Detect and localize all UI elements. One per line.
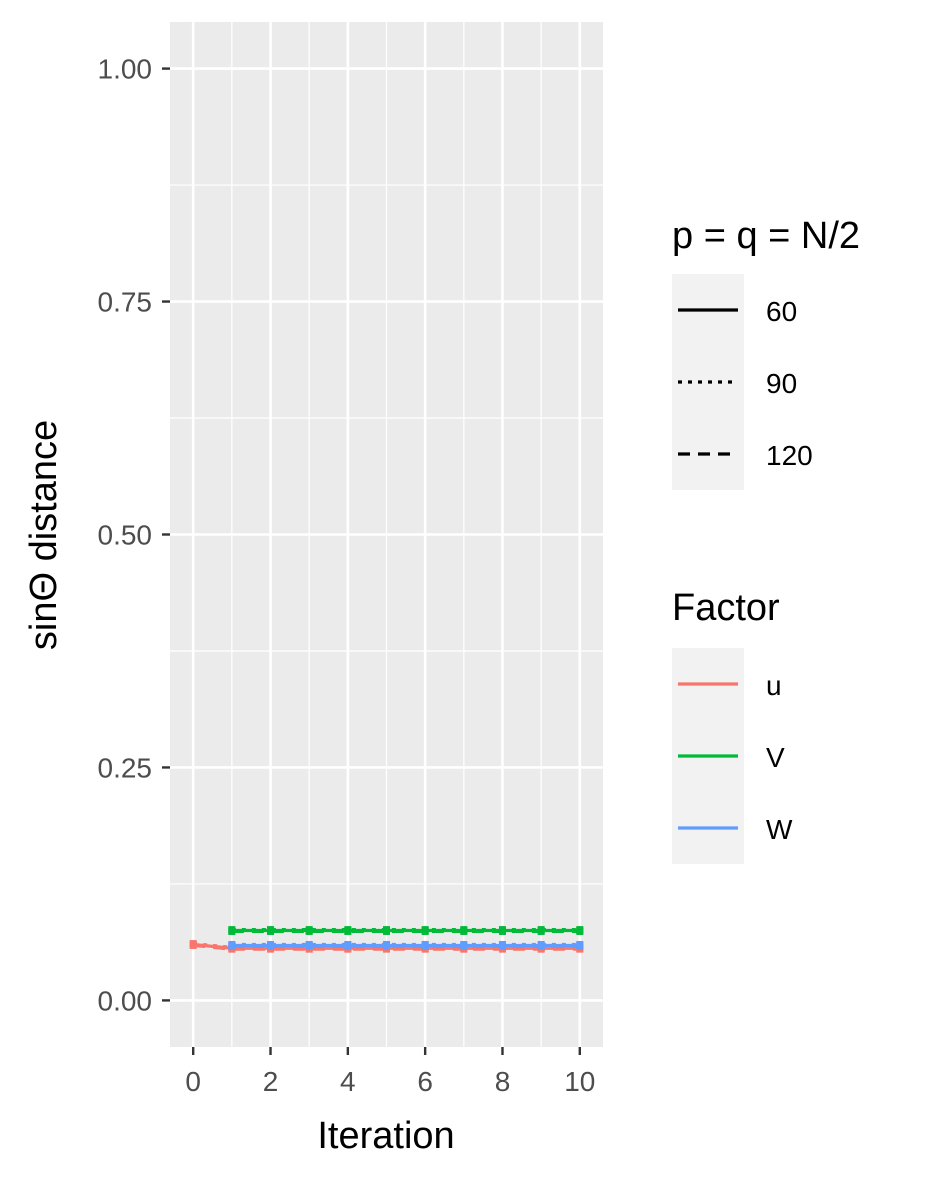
data-point-W <box>228 942 236 950</box>
series-line-u-120 <box>193 943 580 951</box>
data-point-V <box>383 927 390 935</box>
data-point-V <box>498 927 506 935</box>
legend-label-linetype: 120 <box>766 440 813 471</box>
y-tick-label: 0.75 <box>98 287 153 318</box>
data-point-W <box>498 942 506 950</box>
x-axis-title: Iteration <box>317 1115 454 1157</box>
data-point-W <box>267 942 275 950</box>
data-point-W <box>576 942 584 950</box>
x-tick-label: 0 <box>185 1066 201 1097</box>
data-point-u <box>189 941 197 949</box>
data-point-V <box>576 927 584 935</box>
legend-factor: Factor u V W <box>672 587 793 864</box>
x-tick-label: 10 <box>564 1066 595 1097</box>
axes: 0 2 4 6 8 10 0.00 0.25 0.50 0.75 1.00 <box>98 54 596 1097</box>
data-point-V <box>537 927 545 935</box>
data-point-V <box>421 927 429 935</box>
series-layer <box>189 926 584 953</box>
y-tick-label: 0.00 <box>98 985 153 1016</box>
y-axis-title: sinΘ distance <box>23 420 65 650</box>
data-point-W <box>383 942 390 950</box>
y-tick-label: 0.25 <box>98 752 153 783</box>
legend-label-linetype: 60 <box>766 296 797 327</box>
legend-label-factor: V <box>766 742 785 773</box>
x-tick-label: 2 <box>263 1066 279 1097</box>
x-tick-label: 4 <box>340 1066 356 1097</box>
y-tick-label: 0.50 <box>98 520 153 551</box>
data-point-W <box>344 942 352 950</box>
data-point-W <box>421 942 429 950</box>
data-point-W <box>305 942 313 950</box>
grid <box>170 22 603 1047</box>
data-point-V <box>228 927 236 935</box>
y-tick-label: 1.00 <box>98 54 153 85</box>
legend-linetype: p = q = N/2 60 90 120 <box>672 215 860 490</box>
data-point-W <box>537 942 545 950</box>
x-tick-label: 6 <box>417 1066 433 1097</box>
data-point-V <box>305 927 313 935</box>
legend-linetype-title: p = q = N/2 <box>672 215 860 257</box>
data-point-V <box>460 927 468 935</box>
x-tick-label: 8 <box>495 1066 511 1097</box>
legend-label-factor: W <box>766 814 793 845</box>
data-point-V <box>344 927 352 935</box>
data-point-W <box>460 942 468 950</box>
legend-factor-title: Factor <box>672 587 780 629</box>
legend-label-linetype: 90 <box>766 368 797 399</box>
data-point-V <box>267 927 275 935</box>
legend-label-factor: u <box>766 670 782 701</box>
